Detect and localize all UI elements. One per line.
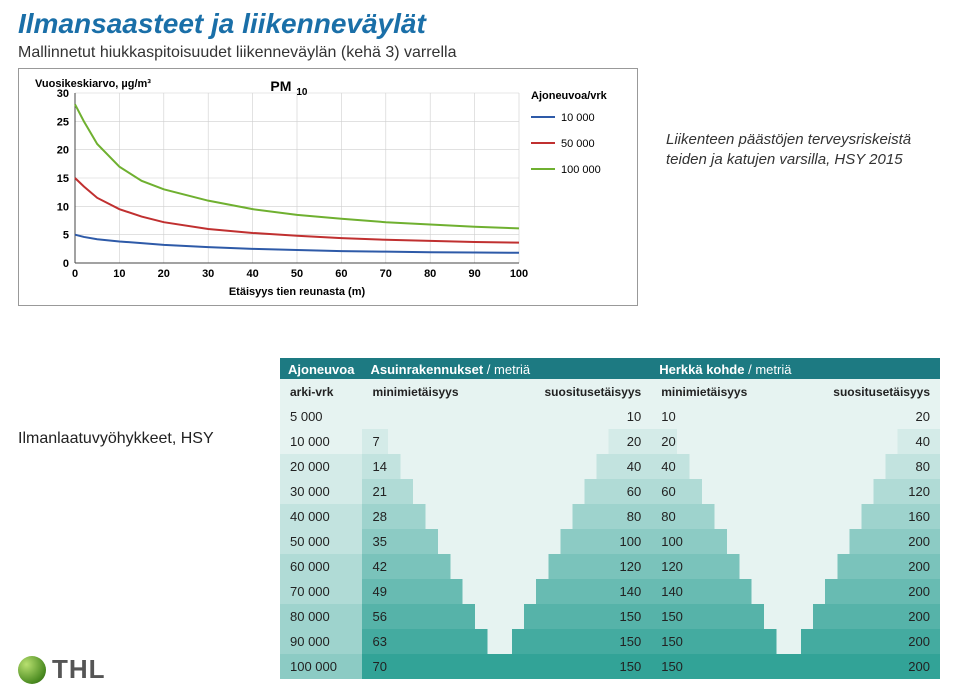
globe-icon <box>18 656 46 684</box>
svg-text:100: 100 <box>510 268 528 280</box>
svg-text:10: 10 <box>113 268 125 280</box>
source-note: Liikenteen päästöjen terveysriskeistä te… <box>666 130 926 169</box>
svg-text:0: 0 <box>63 258 69 270</box>
table-row: 10 0007202040 <box>280 429 940 454</box>
svg-text:50 000: 50 000 <box>561 138 595 150</box>
table-row: 70 00049140140200 <box>280 579 940 604</box>
svg-text:0: 0 <box>72 268 78 280</box>
chart-svg: 0102030405060708090100051015202530Vuosik… <box>29 75 627 299</box>
svg-text:30: 30 <box>202 268 214 280</box>
svg-text:5: 5 <box>63 230 69 242</box>
table-row: 80 00056150150200 <box>280 604 940 629</box>
zones-table: AjoneuvoaAsuinrakennukset / metriäHerkkä… <box>280 358 940 679</box>
svg-text:60: 60 <box>335 268 347 280</box>
svg-text:15: 15 <box>57 173 69 185</box>
table-row: 30 000216060120 <box>280 479 940 504</box>
svg-text:90: 90 <box>468 268 480 280</box>
table-row: 20 00014404080 <box>280 454 940 479</box>
table-row: 100 00070150150200 <box>280 654 940 679</box>
zones-caption: Ilmanlaatuvyöhykkeet, HSY <box>18 430 214 448</box>
svg-text:Vuosikeskiarvo, µg/m³: Vuosikeskiarvo, µg/m³ <box>35 78 151 90</box>
thl-logo: THL <box>18 654 106 685</box>
svg-text:100 000: 100 000 <box>561 164 601 176</box>
svg-text:50: 50 <box>291 268 303 280</box>
table-row: 5 000101020 <box>280 404 940 429</box>
svg-text:20: 20 <box>57 145 69 157</box>
table-row: 90 00063150150200 <box>280 629 940 654</box>
svg-text:Ajoneuvoa/vrk: Ajoneuvoa/vrk <box>531 90 608 102</box>
svg-text:10 000: 10 000 <box>561 112 595 124</box>
svg-text:Etäisyys tien reunasta (m): Etäisyys tien reunasta (m) <box>229 286 366 298</box>
table-row: 60 00042120120200 <box>280 554 940 579</box>
svg-text:80: 80 <box>424 268 436 280</box>
table-row: 40 000288080160 <box>280 504 940 529</box>
page-title: Ilmansaasteet ja liikenneväylät <box>0 0 960 44</box>
svg-text:20: 20 <box>158 268 170 280</box>
svg-text:10: 10 <box>296 87 308 98</box>
page-subtitle: Mallinnetut hiukkaspitoisuudet liikennev… <box>0 44 960 68</box>
svg-text:70: 70 <box>380 268 392 280</box>
svg-text:25: 25 <box>57 116 69 128</box>
pm10-line-chart: 0102030405060708090100051015202530Vuosik… <box>18 68 638 306</box>
table-row: 50 00035100100200 <box>280 529 940 554</box>
svg-text:PM: PM <box>270 78 291 94</box>
logo-text: THL <box>52 654 106 685</box>
svg-text:40: 40 <box>246 268 258 280</box>
svg-text:10: 10 <box>57 201 69 213</box>
